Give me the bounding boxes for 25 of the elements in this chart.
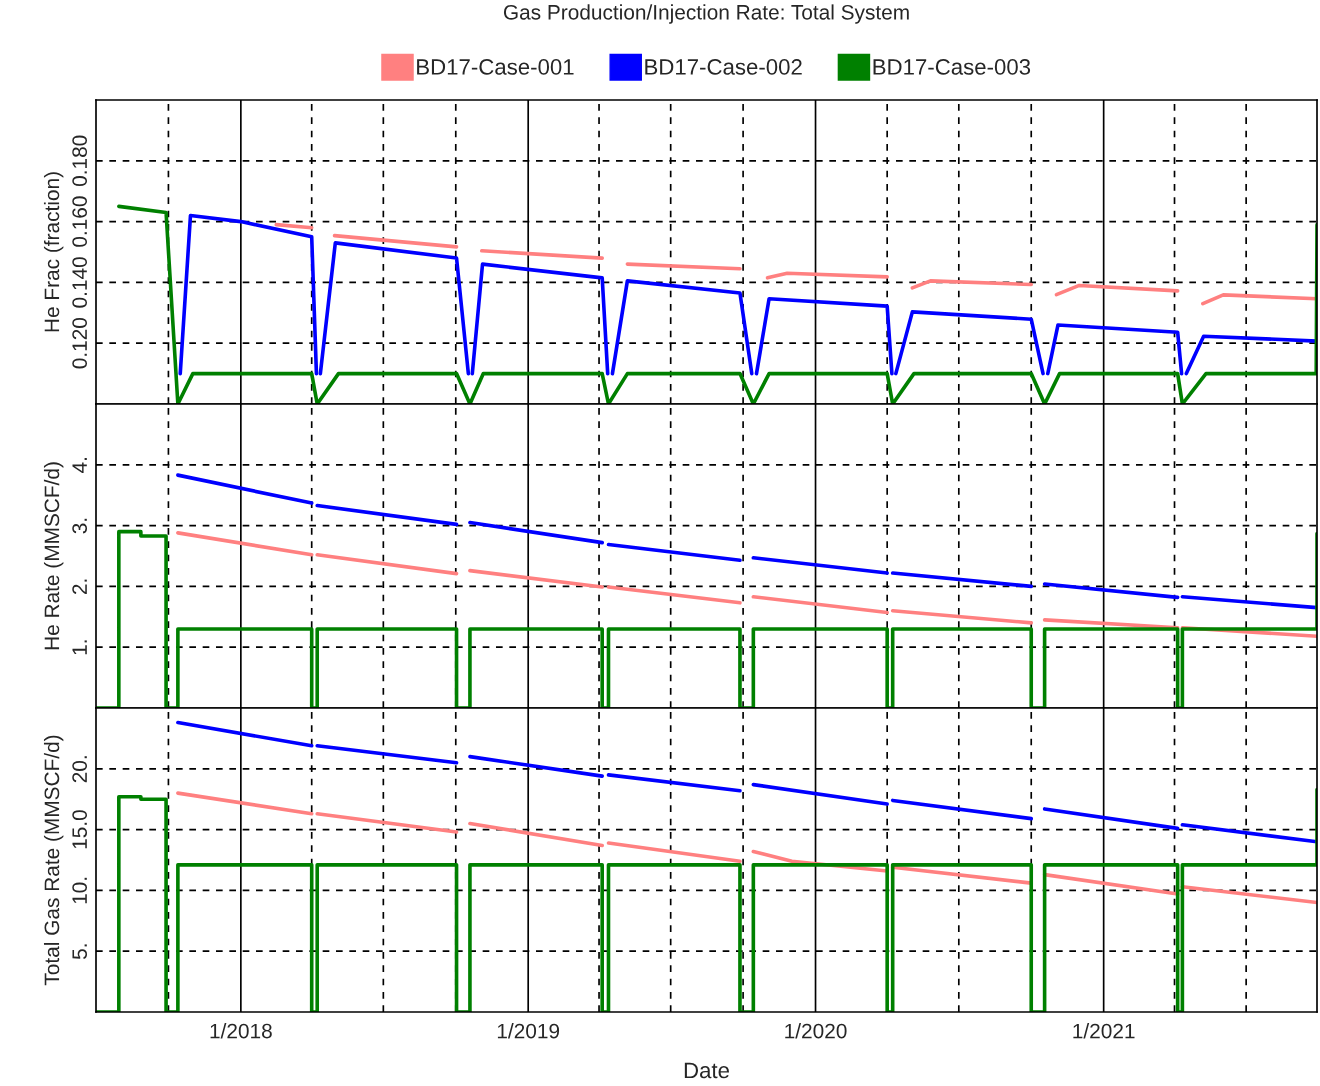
y-tick-label: 2. xyxy=(72,579,87,595)
chart-title: Gas Production/Injection Rate: Total System xyxy=(503,4,909,24)
y-axis-title: Total Gas Rate (MMSCF/d) xyxy=(43,735,64,986)
y-tick-label: 10. xyxy=(72,877,88,904)
y-tick-label: 3. xyxy=(72,518,88,534)
y-tick-label: 0.160 xyxy=(72,196,88,247)
x-tick-label: 1/2019 xyxy=(497,1023,560,1039)
y-tick-label: 4. xyxy=(72,458,87,474)
x-tick-label: 1/2021 xyxy=(1073,1023,1135,1039)
y-tick-label: 5. xyxy=(72,944,88,960)
y-axis-title: He Rate (MMSCF/d) xyxy=(43,462,64,650)
x-tick-label: 1/2020 xyxy=(785,1023,847,1039)
y-tick-label: 15.0 xyxy=(72,810,88,849)
x-tick-label: 1/2018 xyxy=(210,1023,272,1039)
legend-label: BD17-Case-001 xyxy=(417,59,574,75)
legend-label: BD17-Case-002 xyxy=(645,59,802,75)
line-series xyxy=(117,204,1317,404)
y-tick-label: 0.180 xyxy=(72,135,88,187)
legend-label: BD17-Case-003 xyxy=(873,59,1031,75)
y-axis-title: He Frac (fraction) xyxy=(43,172,64,332)
y-tick-label: 1. xyxy=(72,640,87,655)
y-tick-label: 0.140 xyxy=(72,257,88,308)
x-axis-title: Date xyxy=(684,1062,729,1079)
y-tick-label: 20. xyxy=(72,756,88,783)
y-tick-label: 0.120 xyxy=(72,317,88,369)
